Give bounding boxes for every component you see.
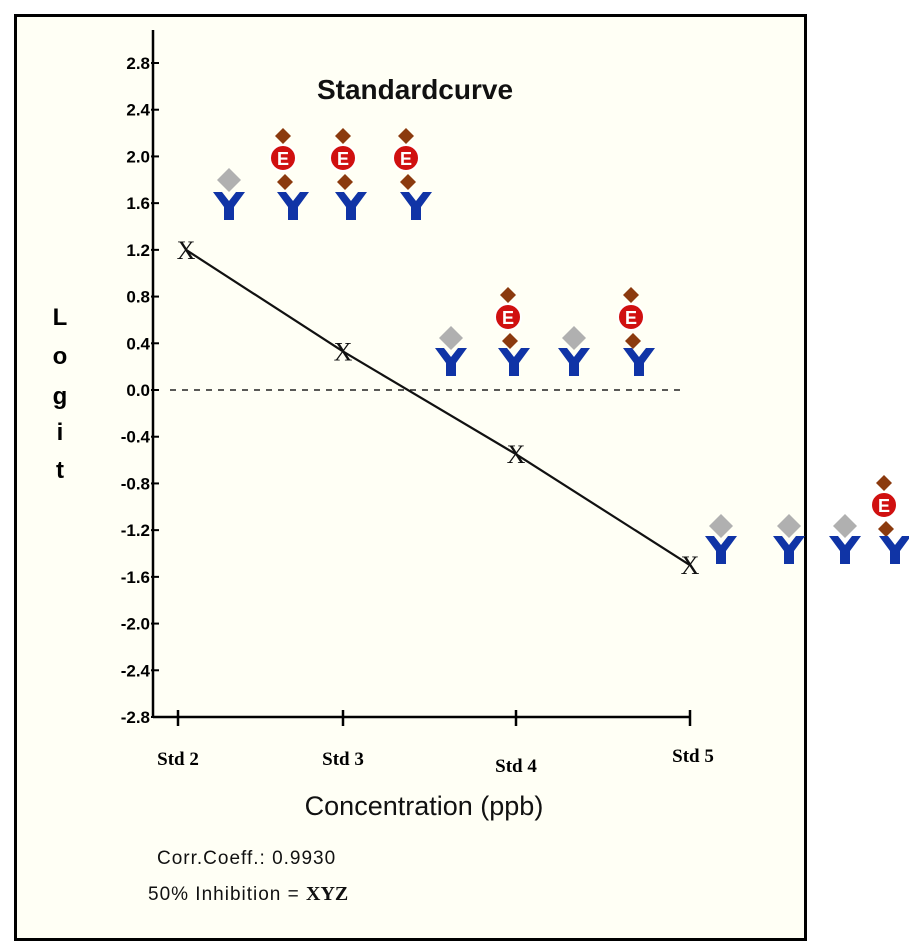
enzyme-circle-icon [870, 491, 898, 519]
antibody-y-icon [623, 348, 655, 376]
enzyme-label: E [625, 308, 637, 328]
y-tick-label: 0.8 [126, 288, 150, 307]
antibody-illustration: E E E E E E [213, 128, 909, 564]
enzyme-circle-icon [494, 303, 522, 331]
conjugate-diamond-icon [277, 174, 293, 190]
x-axis: Std 2 Std 3 Std 4 Std 5 [153, 710, 714, 777]
y-tick-label: 0.0 [126, 381, 150, 400]
y-tick-label: 2.4 [126, 101, 150, 120]
conjugate-diamond-icon [398, 128, 414, 144]
conjugate-diamond-icon [275, 128, 291, 144]
conjugate-diamond-icon [400, 174, 416, 190]
analyte-diamond-icon [217, 168, 241, 192]
x-tick-label: Std 4 [495, 756, 537, 777]
inhibition-label: 50% Inhibition = [148, 884, 306, 905]
y-tick-label: 0.4 [126, 334, 150, 353]
conjugate-diamond-icon [502, 333, 518, 349]
antibody-y-icon [277, 192, 309, 220]
y-tick-label: -0.8 [121, 474, 150, 493]
data-point-marker: X [334, 337, 353, 366]
antibody-y-icon [498, 348, 530, 376]
conjugate-diamond-icon [335, 128, 351, 144]
analyte-diamond-icon [833, 514, 857, 538]
conjugate-diamond-icon [625, 333, 641, 349]
y-tick-label: -1.6 [121, 568, 150, 587]
y-axis-label-letter: g [53, 383, 68, 410]
antibody-y-icon [435, 348, 467, 376]
enzyme-label: E [400, 149, 412, 169]
x-tick-label: Std 2 [157, 749, 199, 770]
y-axis-label-letter: t [56, 457, 64, 484]
series-line: X X X X [177, 236, 700, 580]
analyte-diamond-icon [777, 514, 801, 538]
y-tick-label: -0.4 [121, 428, 151, 447]
enzyme-circle-icon [392, 144, 420, 172]
conjugate-diamond-icon [623, 287, 639, 303]
enzyme-conjugate-icon: E [617, 303, 645, 331]
analyte-diamond-icon [709, 514, 733, 538]
data-point-marker: X [507, 440, 526, 469]
data-point-marker: X [177, 236, 196, 265]
conjugate-diamond-icon [878, 521, 894, 537]
analyte-diamond-icon [562, 326, 586, 350]
enzyme-conjugate-icon: E [269, 144, 297, 172]
conjugate-diamond-icon [337, 174, 353, 190]
y-axis-label-letter: i [57, 419, 64, 446]
enzyme-conjugate-icon: E [392, 144, 420, 172]
analyte-diamond-icon [439, 326, 463, 350]
enzyme-conjugate-icon: E [870, 491, 898, 519]
inhibition-note: 50% Inhibition = XYZ [148, 883, 348, 905]
series-path [185, 248, 691, 567]
antibody-y-icon [705, 536, 737, 564]
enzyme-label: E [337, 149, 349, 169]
y-axis-label-letter: o [53, 343, 68, 370]
antibody-y-icon [335, 192, 367, 220]
antibody-y-icon [879, 536, 909, 564]
enzyme-label: E [502, 308, 514, 328]
enzyme-circle-icon [269, 144, 297, 172]
antibody-y-icon [558, 348, 590, 376]
y-tick-label: -2.8 [121, 708, 150, 727]
y-tick-label: 2.0 [126, 147, 150, 166]
x-axis-label: Concentration (ppb) [305, 791, 544, 821]
antibody-y-icon [213, 192, 245, 220]
antibody-y-icon [400, 192, 432, 220]
antibody-y-icon [773, 536, 805, 564]
y-axis: 2.8 2.4 2.0 1.6 1.2 0.8 0.4 0.0 -0.4 -0.8 -1.2 -1.6… [121, 30, 159, 727]
enzyme-circle-icon [329, 144, 357, 172]
x-tick-label: Std 3 [322, 749, 364, 770]
y-tick-label: 2.8 [126, 54, 150, 73]
chart-title: Standardcurve [317, 74, 513, 105]
conjugate-diamond-icon [500, 287, 516, 303]
enzyme-conjugate-icon: E [329, 144, 357, 172]
enzyme-circle-icon [617, 303, 645, 331]
y-axis-label-letter: L [53, 304, 68, 331]
antibody-y-icon [829, 536, 861, 564]
enzyme-conjugate-icon: E [494, 303, 522, 331]
data-point-marker: X [681, 551, 700, 580]
corr-coeff-label: Corr.Coeff.: 0.9930 [157, 848, 336, 869]
y-tick-label: 1.2 [126, 241, 150, 260]
enzyme-label: E [277, 149, 289, 169]
enzyme-label: E [878, 496, 890, 516]
y-tick-label: 1.6 [126, 194, 150, 213]
inhibition-value: XYZ [306, 883, 348, 905]
x-tick-label: Std 5 [672, 746, 714, 767]
conjugate-diamond-icon [876, 475, 892, 491]
y-tick-label: -2.4 [121, 661, 151, 680]
y-tick-label: -1.2 [121, 521, 150, 540]
y-tick-label: -2.0 [121, 615, 150, 634]
